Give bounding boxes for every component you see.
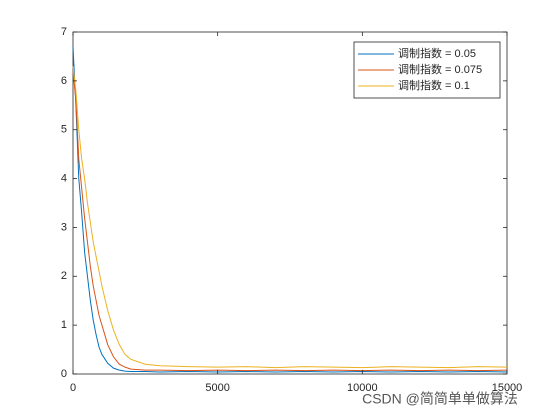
y-tick-label: 7	[61, 26, 67, 38]
plot	[72, 46, 508, 373]
y-tick-label: 0	[61, 368, 67, 380]
y-tick-label: 6	[61, 75, 67, 87]
series-line	[72, 66, 508, 369]
y-tick-label: 2	[61, 270, 67, 282]
series-line	[72, 71, 508, 372]
legend: 调制指数 = 0.05 调制指数 = 0.075 调制指数 = 0.1	[353, 41, 501, 99]
series-line	[72, 46, 508, 373]
x-tick-label: 5000	[205, 382, 229, 394]
legend-label: 调制指数 = 0.05	[398, 46, 476, 60]
x-tick-label: 15000	[492, 382, 523, 394]
y-tick-label: 3	[61, 221, 67, 233]
x-tick-label: 0	[70, 382, 76, 394]
y-tick-label: 4	[61, 172, 67, 184]
legend-label: 调制指数 = 0.1	[398, 78, 470, 92]
y-tick-label: 1	[61, 319, 67, 331]
x-tick-label: 10000	[347, 382, 378, 394]
legend-label: 调制指数 = 0.075	[398, 62, 482, 76]
y-tick-label: 5	[61, 124, 67, 136]
watermark: CSDN @简简单单做算法	[362, 391, 518, 407]
